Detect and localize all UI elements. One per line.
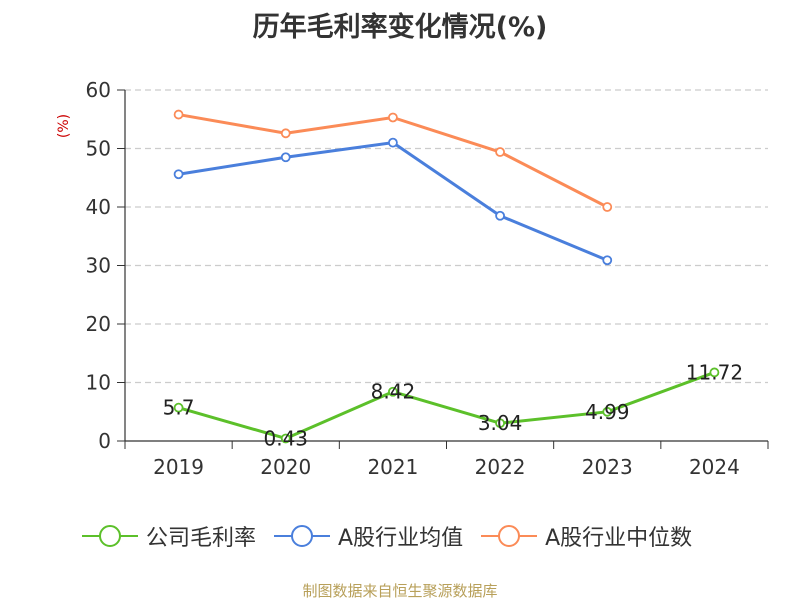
x-tick-label: 2021 [367, 455, 418, 479]
y-tick-label: 40 [86, 195, 111, 219]
data-point-2 [495, 147, 505, 157]
y-tick-label: 20 [86, 312, 111, 336]
chart-legend: 公司毛利率 A股行业均值 A股行业中位数 [80, 520, 708, 552]
data-label: 0.43 [263, 426, 308, 450]
data-point-1 [602, 255, 613, 266]
legend-swatch [274, 525, 331, 547]
legend-label: A股行业中位数 [545, 526, 693, 551]
series-line-1 [178, 141, 608, 262]
data-label: 3.04 [478, 411, 523, 435]
data-label: 4.99 [585, 400, 630, 424]
data-point-0 [602, 406, 613, 417]
series-line-0 [178, 371, 715, 440]
data-point-2 [280, 128, 291, 139]
x-tick-label: 2023 [582, 455, 633, 479]
legend-marker [498, 525, 521, 547]
y-tick-label: 0 [98, 429, 111, 453]
y-tick-label: 10 [86, 371, 111, 395]
data-point-0 [280, 433, 291, 444]
legend-marker [99, 525, 121, 547]
y-axis-unit-label: (%) [56, 114, 72, 138]
y-tick-label: 60 [86, 78, 111, 102]
y-tick-label: 30 [86, 254, 111, 278]
legend-item[interactable]: A股行业均值 [272, 520, 463, 552]
legend-marker [291, 525, 314, 547]
data-point-1 [280, 152, 291, 163]
data-point-0 [388, 386, 398, 397]
line-chart: 0 10 20 30 40 50 60 (%) 2019 2020 2021 2022 2023 2024… [56, 78, 769, 479]
data-point-2 [173, 109, 184, 120]
legend-swatch [481, 525, 538, 547]
series-line-2 [178, 113, 608, 209]
legend-label: A股行业均值 [338, 526, 464, 551]
data-point-0 [709, 367, 720, 378]
data-label: 11.72 [686, 360, 743, 384]
legend-item[interactable]: 公司毛利率 [80, 520, 256, 552]
data-point-1 [388, 137, 398, 148]
data-label: 8.42 [371, 380, 416, 404]
x-tick-label: 2020 [260, 455, 311, 479]
legend-item[interactable]: A股行业中位数 [479, 520, 692, 552]
data-source-note: 制图数据来自恒生聚源数据库 [302, 582, 498, 600]
data-point-2 [388, 112, 398, 123]
data-point-1 [495, 210, 505, 221]
legend-swatch [82, 525, 138, 547]
legend-label: 公司毛利率 [146, 526, 257, 551]
data-point-1 [173, 169, 184, 180]
y-tick-label: 50 [86, 137, 111, 161]
data-point-0 [173, 402, 184, 413]
data-point-2 [602, 202, 613, 212]
x-tick-label: 2024 [689, 455, 740, 479]
data-point-0 [495, 418, 505, 429]
x-tick-label: 2019 [153, 455, 204, 479]
x-tick-label: 2022 [475, 455, 526, 479]
chart-title: 历年毛利率变化情况(%) [252, 12, 548, 43]
data-label: 5.7 [163, 396, 195, 420]
